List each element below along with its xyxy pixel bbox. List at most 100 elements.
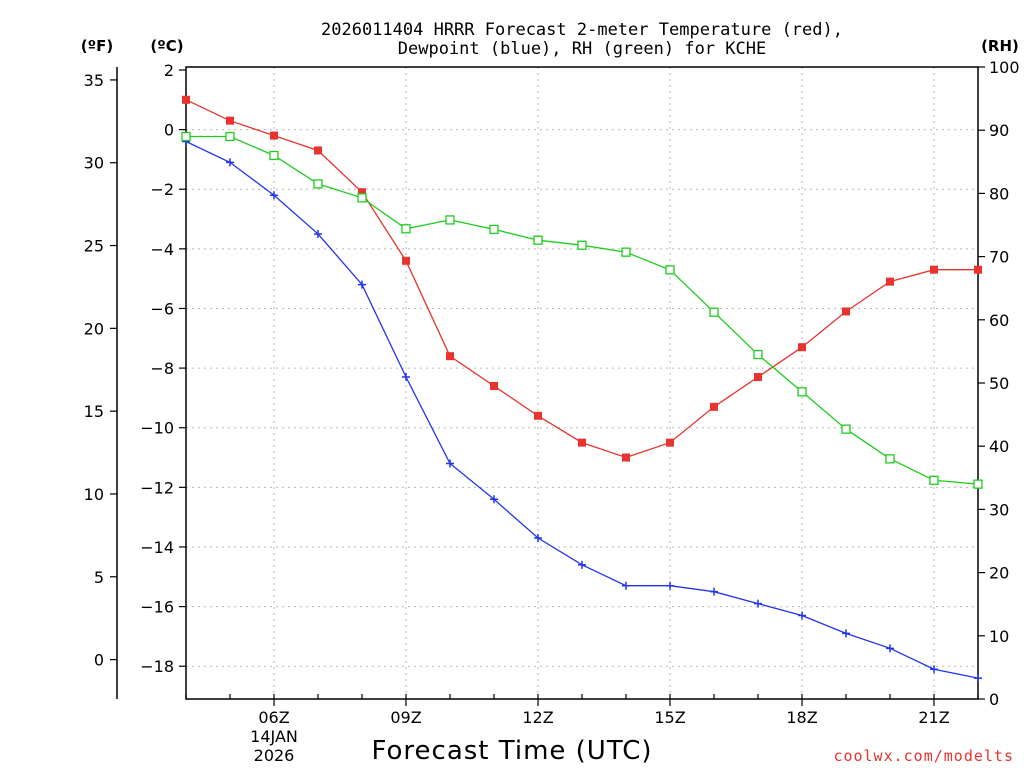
rh-point	[841, 424, 851, 434]
dewpoint-point	[314, 229, 322, 238]
rh-point	[929, 475, 939, 485]
x-tick-label: 21Z	[918, 708, 949, 727]
celsius-tick-label: −4	[150, 240, 174, 259]
dewpoint-point	[490, 495, 498, 504]
x-tick-label: 18Z	[786, 708, 817, 727]
fahrenheit-tick-label: 10	[84, 485, 104, 504]
credit-link[interactable]: coolwx.com/modelts	[833, 747, 1014, 765]
axis-ticks: 20−2−4−6−8−10−12−14−16−18353025201510501…	[84, 58, 1020, 727]
fahrenheit-tick-label: 20	[84, 319, 104, 338]
rh-series-line	[186, 135, 979, 485]
fahrenheit-tick-label: 15	[84, 402, 104, 421]
temperature-point	[842, 307, 850, 316]
fahrenheit-tick-label: 35	[84, 71, 104, 90]
plot-area-frame	[185, 66, 979, 700]
celsius-tick-label: −2	[150, 180, 174, 199]
temperature-point	[754, 373, 762, 382]
celsius-tick-label: −16	[140, 598, 174, 617]
rh-unit-label: (RH)	[981, 37, 1019, 55]
rh-tick-label: 60	[989, 311, 1009, 330]
rh-point	[269, 150, 279, 161]
dewpoint-point	[270, 191, 278, 200]
dewpoint-series-line	[185, 140, 979, 679]
rh-tick-label: 100	[989, 58, 1020, 77]
temperature-point	[534, 411, 542, 420]
rh-point	[401, 224, 411, 234]
temperature-point	[270, 131, 278, 140]
rh-point	[225, 131, 235, 142]
rh-point	[181, 131, 191, 142]
rh-tick-label: 70	[989, 248, 1009, 267]
celsius-tick-label: −8	[150, 359, 174, 378]
fahrenheit-tick-label: 25	[84, 237, 104, 256]
chart-title-line-2: Dewpoint (blue), RH (green) for KCHE	[398, 39, 766, 59]
dewpoint-point	[974, 674, 982, 683]
dewpoint-point	[710, 587, 718, 596]
x-tick-label: 09Z	[390, 708, 421, 727]
dewpoint-point	[754, 599, 762, 608]
rh-point	[621, 247, 631, 257]
rh-tick-label: 0	[989, 690, 999, 709]
dewpoint-point	[402, 373, 410, 382]
rh-point	[885, 454, 895, 464]
dewpoint-point	[446, 459, 454, 468]
dewpoint-point	[358, 280, 366, 289]
fahrenheit-tick-label: 5	[94, 568, 104, 587]
rh-point	[797, 387, 807, 397]
rh-point	[313, 179, 323, 189]
x-tick-label: 15Z	[654, 708, 685, 727]
fahrenheit-tick-label: 0	[94, 651, 104, 670]
rh-point	[665, 265, 675, 275]
temperature-point	[402, 256, 410, 265]
celsius-tick-label: −18	[140, 657, 174, 676]
temperature-point	[886, 277, 894, 286]
dewpoint-point	[666, 581, 674, 590]
temperature-point	[226, 116, 234, 125]
temperature-point	[490, 381, 498, 390]
temperature-series-line	[185, 99, 978, 459]
temperature-point	[798, 343, 806, 352]
dewpoint-point	[842, 629, 850, 638]
rh-point	[577, 240, 587, 250]
dewpoint-point	[226, 158, 234, 167]
temperature-point	[666, 438, 674, 447]
temperature-point	[578, 438, 586, 447]
chart-title-line-1: 2026011404 HRRR Forecast 2-meter Tempera…	[321, 20, 843, 40]
rh-point	[533, 235, 543, 245]
temperature-point	[314, 146, 322, 155]
rh-point	[753, 349, 763, 360]
celsius-unit-label: (ºC)	[150, 37, 183, 55]
celsius-tick-label: −6	[150, 299, 174, 318]
temperature-point	[622, 453, 630, 462]
celsius-tick-label: 2	[164, 61, 174, 80]
dewpoint-point	[798, 611, 806, 620]
dewpoint-point	[886, 644, 894, 653]
rh-tick-label: 80	[989, 184, 1009, 203]
x-axis-title: Forecast Time (UTC)	[371, 736, 652, 766]
date-label-year: 2026	[254, 746, 295, 765]
temperature-point	[182, 95, 190, 104]
rh-tick-label: 20	[989, 564, 1009, 583]
dewpoint-point	[578, 560, 586, 569]
temperature-point	[358, 188, 366, 197]
rh-tick-label: 50	[989, 374, 1009, 393]
dewpoint-point	[930, 665, 938, 674]
temperature-point	[930, 265, 938, 274]
date-label-day: 14JAN	[250, 727, 298, 746]
rh-point	[445, 215, 455, 225]
dewpoint-point	[534, 534, 542, 543]
temperature-point	[446, 352, 454, 361]
x-tick-label: 12Z	[522, 708, 553, 727]
fahrenheit-unit-label: (ºF)	[81, 37, 113, 55]
rh-point	[973, 479, 983, 489]
grid-lines	[186, 67, 978, 699]
dewpoint-point	[622, 581, 630, 590]
celsius-tick-label: 0	[164, 121, 174, 140]
rh-point	[357, 193, 367, 203]
rh-tick-label: 30	[989, 500, 1009, 519]
rh-point	[489, 224, 499, 235]
rh-point	[709, 307, 719, 317]
celsius-tick-label: −12	[140, 478, 174, 497]
rh-tick-label: 40	[989, 437, 1009, 456]
